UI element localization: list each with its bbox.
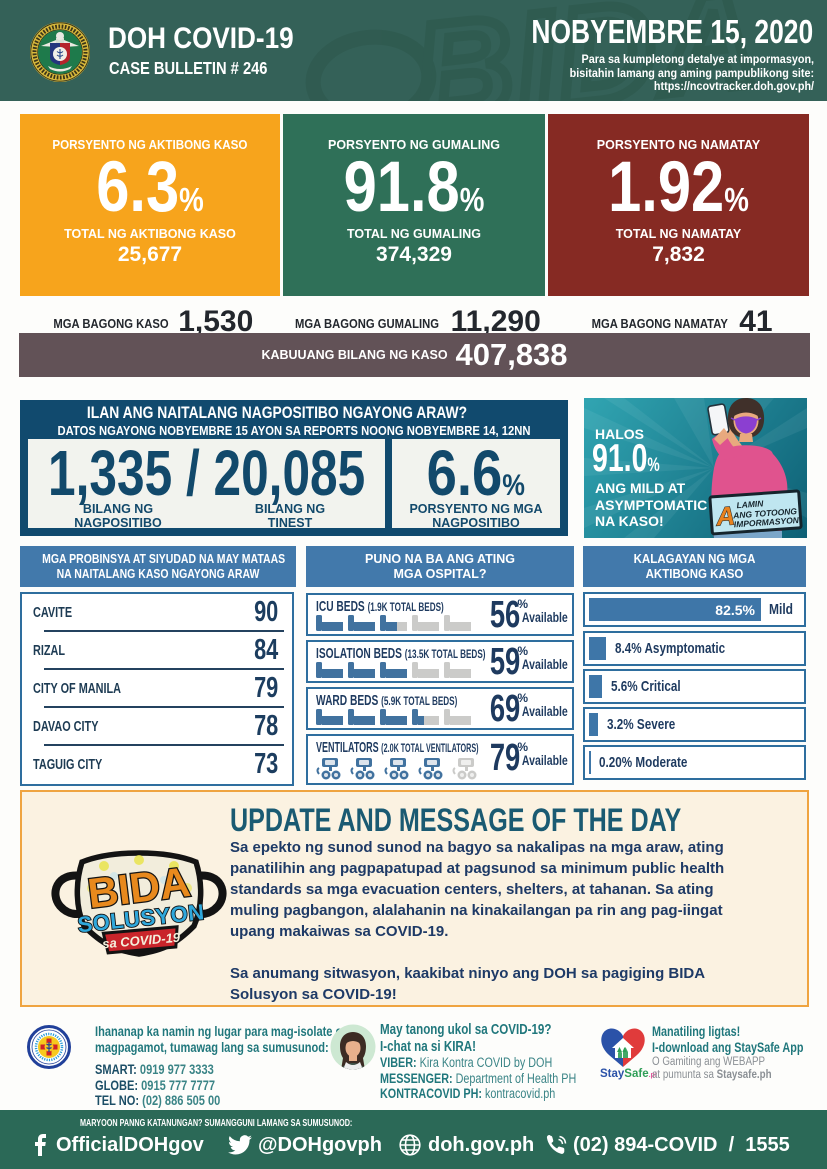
svg-text:A: A [714, 500, 736, 531]
svg-text:BIDA: BIDA [408, 0, 768, 101]
svg-text:LAMIN: LAMIN [736, 498, 764, 510]
svg-text:ANG TOTOONG: ANG TOTOONG [732, 506, 798, 521]
svg-text:sa COVID-19: sa COVID-19 [102, 930, 182, 952]
svg-text:IMPORMASYON: IMPORMASYON [733, 515, 800, 530]
svg-text:StaySafe.ph: StaySafe.ph [600, 1068, 657, 1080]
